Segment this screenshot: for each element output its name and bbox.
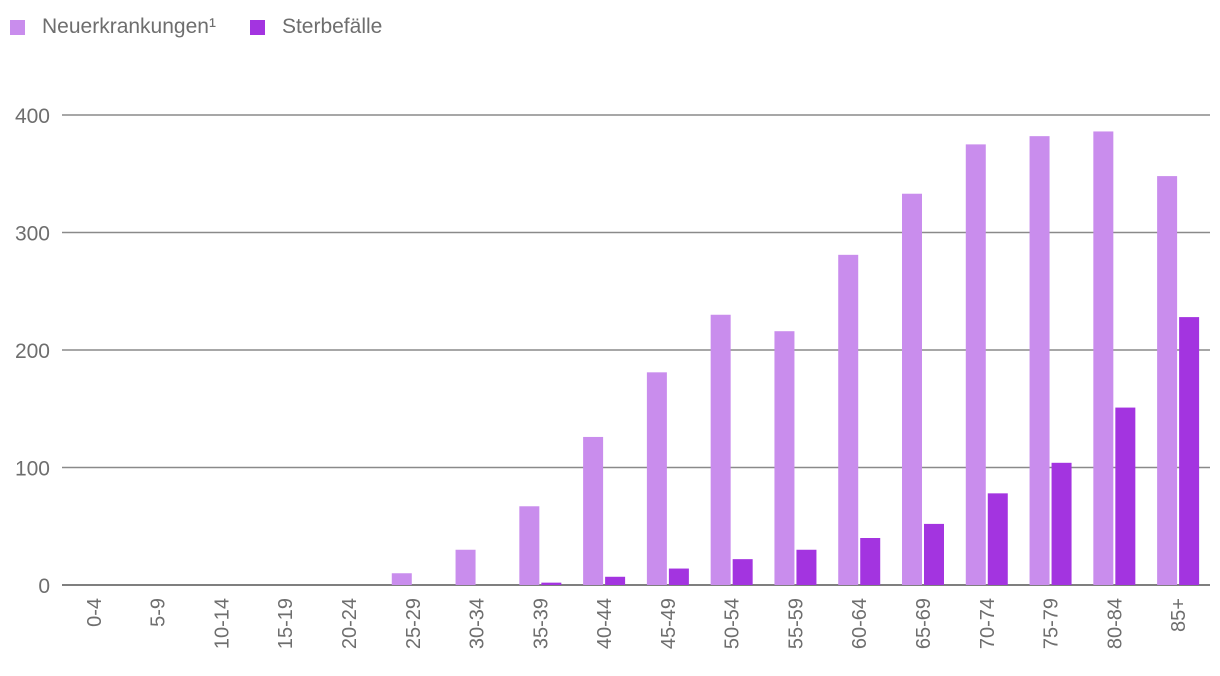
x-tick-label-70-74: 70-74 [977, 598, 999, 649]
x-tick-label-75-79: 75-79 [1041, 598, 1063, 649]
legend-item-sterbefaelle: Sterbefälle [249, 15, 383, 39]
x-tick-label-30-34: 30-34 [467, 598, 489, 649]
bar-neuerkrankungen-40-44 [583, 436, 604, 585]
bars [391, 131, 1200, 585]
bar-sterbefaelle-50-54 [732, 559, 753, 585]
x-axis-tick-labels: 0-4 5-9 10-14 15-19 20-24 25-29 30-34 35-39 40-4… [84, 598, 1190, 649]
x-tick-label-10-14: 10-14 [211, 598, 233, 649]
y-tick-label-100: 100 [15, 458, 50, 481]
legend: Neuerkrankungen¹ Sterbefälle [10, 14, 416, 40]
bar-neuerkrankungen-60-64 [838, 254, 859, 585]
bar-sterbefaelle-70-74 [987, 493, 1008, 585]
x-tick-label-60-64: 60-64 [849, 598, 871, 649]
bar-neuerkrankungen-55-59 [774, 331, 795, 585]
bar-neuerkrankungen-75-79 [1029, 136, 1050, 585]
x-tick-label-20-24: 20-24 [339, 598, 361, 649]
x-tick-label-35-39: 35-39 [530, 598, 552, 649]
bar-sterbefaelle-55-59 [796, 549, 817, 585]
bar-sterbefaelle-35-39 [541, 582, 562, 585]
bar-sterbefaelle-40-44 [605, 576, 626, 585]
x-tick-label-25-29: 25-29 [403, 598, 425, 649]
bar-neuerkrankungen-70-74 [965, 144, 986, 585]
legend-swatch-sterbefaelle [249, 19, 265, 35]
bar-neuerkrankungen-65-69 [902, 193, 922, 585]
bar-neuerkrankungen-35-39 [519, 506, 540, 585]
y-tick-label-200: 200 [15, 340, 50, 363]
bar-neuerkrankungen-80-84 [1093, 131, 1114, 585]
x-tick-label-5-9: 5-9 [148, 598, 170, 627]
x-tick-label-0-4: 0-4 [84, 598, 106, 627]
legend-label-sterbefaelle: Sterbefälle [281, 15, 383, 38]
x-tick-label-80-84: 80-84 [1104, 598, 1126, 649]
bar-sterbefaelle-85 [1179, 317, 1200, 585]
x-tick-label-45-49: 45-49 [658, 598, 680, 649]
bar-neuerkrankungen-45-49 [646, 372, 667, 585]
bar-neuerkrankungen-25-29 [391, 573, 412, 585]
bar-neuerkrankungen-85 [1157, 176, 1178, 585]
gridlines [62, 114, 1210, 586]
y-tick-label-400: 400 [15, 105, 50, 128]
bar-sterbefaelle-60-64 [860, 538, 881, 585]
y-tick-label-300: 300 [15, 223, 50, 246]
y-axis-tick-labels: 0 100 200 300 400 [15, 105, 50, 598]
bar-sterbefaelle-80-84 [1115, 407, 1136, 585]
bar-neuerkrankungen-30-34 [455, 549, 476, 585]
bar-sterbefaelle-45-49 [668, 568, 689, 585]
x-tick-label-85: 85+ [1168, 598, 1190, 632]
x-tick-label-15-19: 15-19 [275, 598, 297, 649]
x-tick-label-65-69: 65-69 [913, 598, 935, 649]
x-tick-label-50-54: 50-54 [722, 598, 744, 649]
legend-swatch-neuerkrankungen [10, 19, 25, 35]
x-tick-label-55-59: 55-59 [785, 598, 807, 649]
legend-label-neuerkrankungen: Neuerkrankungen¹ [42, 15, 216, 38]
bar-neuerkrankungen-50-54 [710, 314, 731, 585]
bar-sterbefaelle-65-69 [924, 523, 944, 585]
legend-item-neuerkrankungen: Neuerkrankungen¹ [10, 15, 216, 39]
bar-sterbefaelle-75-79 [1051, 462, 1072, 585]
y-tick-label-0: 0 [38, 575, 50, 598]
x-tick-label-40-44: 40-44 [594, 598, 616, 649]
